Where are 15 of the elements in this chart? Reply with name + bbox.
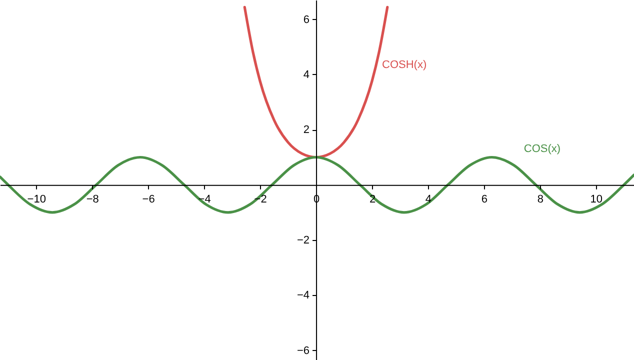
series-label: COS(x) [524, 143, 561, 156]
x-tick-label: −8 [86, 193, 99, 206]
series-label: COSH(x) [382, 59, 427, 72]
y-tick-label: 4 [303, 68, 310, 81]
y-tick-label: −6 [296, 344, 310, 357]
y-tick-label: 2 [303, 124, 310, 136]
x-tick-label: 6 [481, 193, 488, 206]
y-tick-label: −2 [296, 234, 310, 246]
x-tick-label: −6 [142, 193, 155, 206]
y-tick-label: −4 [296, 290, 310, 302]
x-tick-label: 10 [590, 193, 603, 206]
x-tick-label: 8 [537, 193, 544, 206]
line-series [0, 156, 634, 214]
y-tick-label: 6 [303, 14, 310, 26]
x-tick-label: −10 [27, 193, 46, 206]
